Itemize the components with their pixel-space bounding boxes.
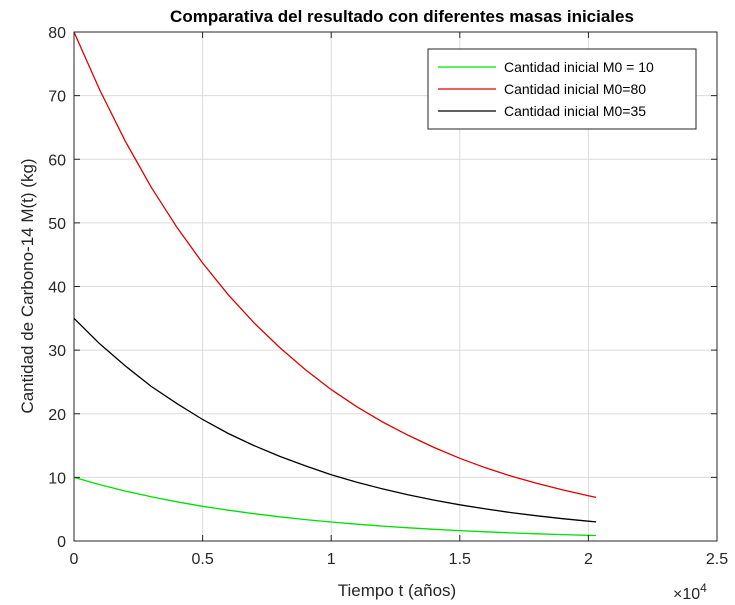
x-exponent-base: ×10 bbox=[673, 586, 700, 603]
x-tick-label: 2 bbox=[584, 551, 593, 568]
y-tick-label: 20 bbox=[48, 407, 66, 424]
y-tick-label: 10 bbox=[48, 470, 66, 487]
x-axis-label: Tiempo t (años) bbox=[338, 581, 456, 600]
y-axis-label: Cantidad de Carbono-14 M(t) (kg) bbox=[18, 158, 37, 413]
x-tick-label: 1.5 bbox=[449, 551, 471, 568]
legend: Cantidad inicial M0 = 10 Cantidad inicial… bbox=[427, 48, 697, 130]
series-lines bbox=[73, 31, 597, 537]
x-tick-label: 2.5 bbox=[706, 551, 728, 568]
legend-entry: Cantidad inicial M0=35 bbox=[504, 103, 646, 119]
y-tick-label: 50 bbox=[48, 216, 66, 233]
x-tick-label: 0 bbox=[70, 551, 79, 568]
y-tick-label: 40 bbox=[48, 280, 66, 297]
y-axis-ticks: 0 10 20 30 40 50 60 70 80 bbox=[48, 25, 717, 551]
series-line-3 bbox=[73, 317, 597, 523]
x-tick-label: 0.5 bbox=[191, 551, 213, 568]
x-axis-exponent: ×104 bbox=[673, 581, 707, 603]
y-tick-label: 30 bbox=[48, 343, 66, 360]
legend-entry: Cantidad inicial M0 = 10 bbox=[504, 59, 654, 75]
series-line-2 bbox=[73, 31, 597, 499]
y-tick-label: 70 bbox=[48, 89, 66, 106]
series-line-1 bbox=[73, 476, 597, 537]
x-exponent-power: 4 bbox=[700, 581, 707, 595]
legend-entry: Cantidad inicial M0=80 bbox=[504, 81, 646, 97]
y-tick-label: 60 bbox=[48, 152, 66, 169]
x-axis-ticks: 0 0.5 1 1.5 2 2.5 bbox=[70, 32, 728, 568]
y-tick-label: 0 bbox=[57, 534, 66, 551]
chart-title: Comparativa del resultado con diferentes… bbox=[170, 7, 634, 26]
x-tick-label: 1 bbox=[327, 551, 336, 568]
y-tick-label: 80 bbox=[48, 25, 66, 42]
